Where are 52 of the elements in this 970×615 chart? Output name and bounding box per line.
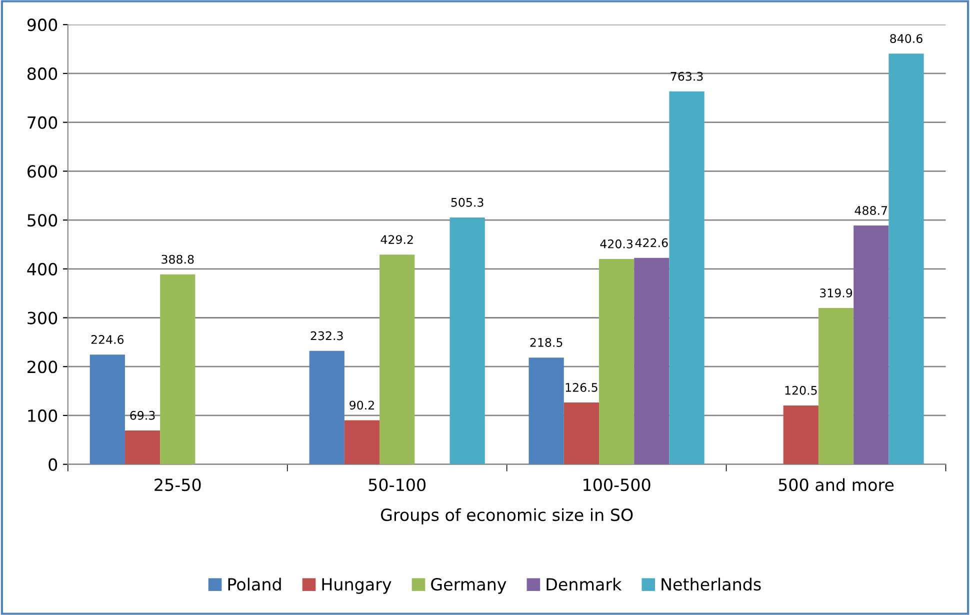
x-tick-label: 50-100: [368, 478, 426, 492]
data-label: 840.6: [890, 34, 922, 43]
legend-label: Denmark: [546, 578, 622, 591]
data-label: 420.3: [600, 239, 633, 248]
y-tick-label: 900: [27, 18, 58, 32]
x-tick-label: 25-50: [154, 478, 201, 492]
data-label: 505.3: [451, 198, 484, 207]
x-tick-label: 100-500: [584, 478, 650, 492]
y-tick-label: 700: [28, 116, 58, 129]
bar: [669, 91, 704, 464]
data-label: 388.8: [162, 254, 194, 264]
bar: [528, 358, 564, 464]
data-label: 224.6: [91, 335, 124, 344]
bar: [564, 402, 599, 464]
bar: [888, 54, 924, 464]
bar: [450, 217, 485, 464]
bar: [634, 258, 670, 464]
data-label: 422.6: [635, 238, 668, 248]
bar: [90, 354, 125, 464]
y-tick-label: 800: [27, 67, 58, 80]
data-label: 218.5: [530, 338, 562, 347]
data-label: 488.7: [854, 206, 888, 215]
bar: [160, 274, 196, 464]
legend-label: Germany: [431, 578, 506, 594]
y-tick-label: 500: [28, 214, 58, 227]
bar: [854, 226, 889, 464]
y-tick-label: 0: [48, 458, 58, 471]
bar: [783, 405, 818, 464]
legend-label: Hungary: [322, 578, 392, 594]
y-tick-label: 200: [28, 360, 58, 374]
legend-label: Netherlands: [662, 578, 761, 591]
y-tick-label: 600: [28, 165, 58, 178]
y-tick-label: 300: [28, 312, 58, 324]
data-label: 126.5: [566, 382, 598, 392]
x-tick-label: 500 and more: [778, 478, 894, 492]
data-label: 232.3: [310, 331, 343, 340]
data-label: 90.2: [350, 400, 374, 410]
bar: [380, 254, 415, 464]
data-label: 763.3: [670, 72, 703, 81]
data-label: 69.3: [130, 410, 155, 420]
bar: [309, 350, 344, 464]
bar: [124, 430, 160, 464]
bar: [599, 258, 634, 464]
y-tick-label: 400: [27, 262, 58, 276]
bar: [344, 420, 380, 464]
x-axis-title: Groups of economic size in SO: [380, 508, 633, 524]
data-label: 120.5: [785, 386, 817, 395]
bar: [818, 308, 854, 464]
data-label: 429.2: [380, 235, 413, 244]
legend-label: Poland: [228, 578, 281, 591]
data-label: 319.9: [820, 288, 852, 298]
y-tick-label: 100: [28, 409, 58, 422]
